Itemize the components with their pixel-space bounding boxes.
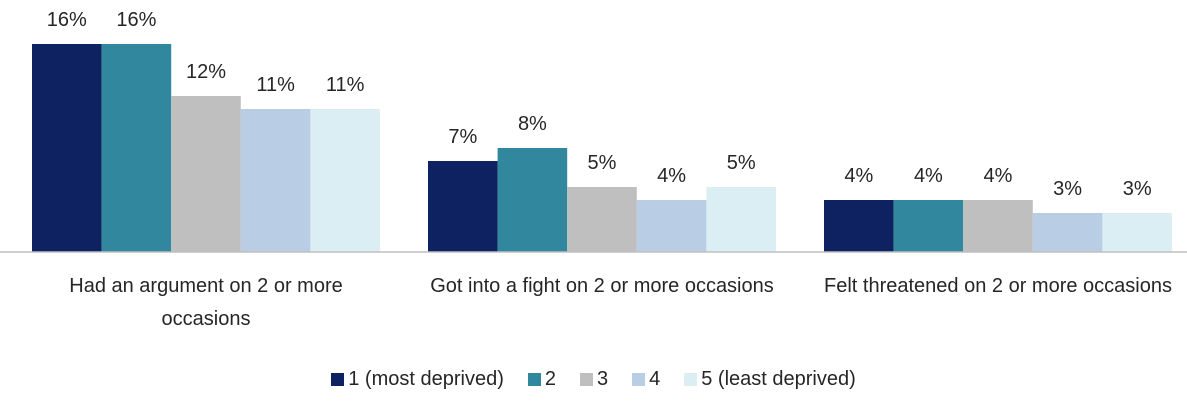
data-label: 11% — [326, 74, 365, 96]
x-tick-label: Had an argument on 2 or more occasions — [69, 275, 343, 330]
legend-swatch — [331, 373, 345, 386]
bar — [636, 200, 707, 252]
legend-item: 3 — [579, 368, 609, 391]
bar — [567, 187, 637, 252]
legend-item: 5 (least deprived) — [684, 368, 856, 391]
legend-label: 3 — [596, 368, 609, 390]
legend-swatch — [684, 373, 698, 386]
bar — [706, 187, 776, 252]
legend-item: 1 (most deprived) — [331, 368, 504, 391]
legend-label: 2 — [544, 368, 556, 390]
bar — [171, 96, 241, 252]
legend-item: 2 — [527, 368, 556, 391]
data-label: 4% — [844, 165, 873, 187]
legend-label: 4 — [649, 368, 661, 390]
bar — [428, 161, 498, 252]
data-label: 12% — [186, 61, 226, 83]
legend: 1 (most deprived) 2 3 4 5 (least deprived) — [0, 368, 1187, 391]
bar — [893, 200, 964, 252]
bar — [963, 200, 1033, 252]
x-tick-label: Felt threatened on 2 or more occasions — [824, 275, 1172, 297]
data-label: 8% — [518, 113, 547, 135]
data-label: 11% — [256, 74, 295, 96]
data-label: 3% — [1053, 178, 1082, 200]
data-label: 3% — [1123, 178, 1152, 200]
data-label: 5% — [727, 152, 756, 174]
legend-swatch — [579, 373, 593, 386]
data-label: 4% — [657, 165, 686, 187]
bar — [824, 200, 894, 252]
bar — [32, 44, 102, 252]
data-label: 16% — [47, 9, 87, 31]
data-label: 16% — [116, 9, 156, 31]
bar — [240, 109, 311, 252]
x-tick-label: Got into a fight on 2 or more occasions — [430, 275, 774, 297]
bar — [101, 44, 172, 252]
legend-label: 1 (most deprived) — [348, 368, 504, 390]
bar — [1032, 213, 1103, 252]
legend-label: 5 (least deprived) — [701, 368, 856, 390]
legend-swatch — [527, 373, 541, 386]
legend-item: 4 — [632, 368, 660, 391]
data-label: 4% — [984, 165, 1013, 187]
data-label: 4% — [914, 165, 943, 187]
legend-swatch — [632, 373, 646, 386]
data-label: 7% — [448, 126, 477, 148]
bar — [310, 109, 380, 252]
bar — [497, 148, 568, 252]
bar — [1102, 213, 1172, 252]
data-label: 5% — [588, 152, 617, 174]
